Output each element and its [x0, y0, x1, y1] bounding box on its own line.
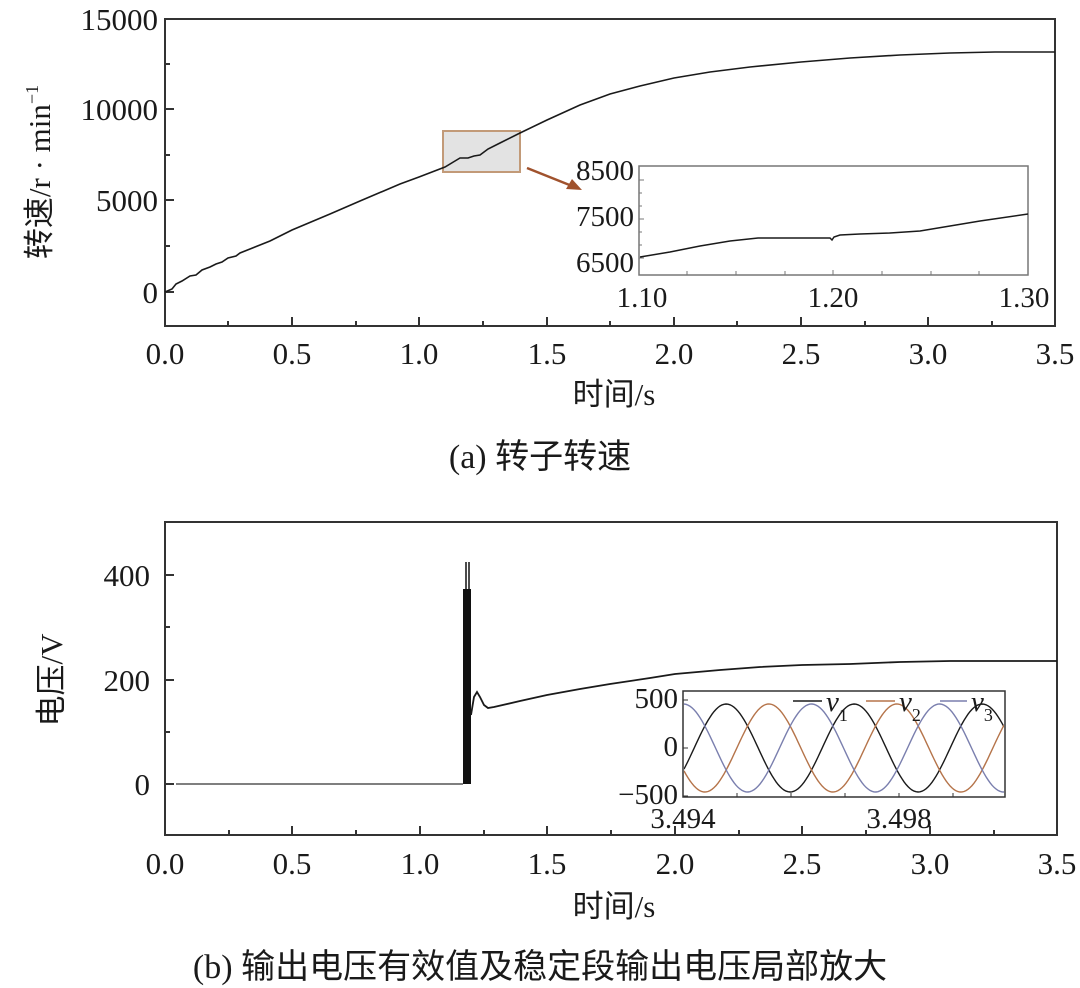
inset-x-tick-label: 1.10 — [617, 282, 668, 314]
x-tick-label: 2.0 — [655, 336, 694, 371]
chart-b-inset: 500 0 −500 3.494 3.498 v1 v2 v3 — [618, 683, 1006, 835]
chart-a-inset: 8500 7500 6500 1.10 1.20 1.30 — [576, 155, 1049, 314]
legend-v2-label: v2 — [899, 686, 921, 725]
x-tick-label: 1.5 — [528, 846, 567, 881]
x-tick-label: 0.5 — [273, 846, 312, 881]
chart-a-x-axis-label: 时间/s — [573, 377, 656, 412]
x-tick-label: 3.5 — [1036, 336, 1075, 371]
rotor-speed-zoom-curve — [639, 213, 1029, 258]
x-tick-label: 3.0 — [909, 336, 948, 371]
x-tick-label: 3.0 — [911, 846, 950, 881]
arrow-head-icon — [566, 179, 582, 190]
inset-y-tick-label: 8500 — [576, 155, 634, 187]
chart-b: 400 200 0 0.0 0.5 1.0 1.5 2.0 2.5 3.0 3.… — [34, 521, 1077, 986]
y-tick-label: 5000 — [96, 183, 158, 218]
chart-a-x-tick-labels: 0.0 0.5 1.0 1.5 2.0 2.5 3.0 3.5 — [146, 336, 1075, 371]
x-tick-label: 2.5 — [783, 846, 822, 881]
y-axis-label-text: 转速/r · min — [22, 104, 57, 259]
y-tick-label: 0 — [135, 767, 151, 802]
chart-b-y-ticks — [165, 574, 174, 785]
x-tick-label: 1.5 — [528, 336, 567, 371]
v1-waveform — [684, 703, 1004, 793]
zoom-arrow — [526, 166, 573, 188]
x-tick-label: 2.0 — [656, 846, 695, 881]
x-tick-label: 3.5 — [1038, 846, 1077, 881]
x-tick-label: 1.0 — [401, 846, 440, 881]
chart-a-x-ticks — [227, 317, 993, 326]
x-tick-label: 0.5 — [273, 336, 312, 371]
y-axis-label-text: 电压/V — [34, 633, 69, 727]
inset-x-tick-label: 1.20 — [808, 282, 859, 314]
inset-y-tick-label: 500 — [635, 683, 679, 715]
chart-b-x-ticks — [228, 826, 995, 835]
x-tick-label: 0.0 — [146, 846, 185, 881]
chart-a-y-ticks — [165, 18, 174, 293]
chart-b-x-tick-labels: 0.0 0.5 1.0 1.5 2.0 2.5 3.0 3.5 — [146, 846, 1077, 881]
chart-b-y-axis-label: 电压/V — [34, 633, 69, 727]
chart-b-x-axis-label: 时间/s — [573, 889, 656, 924]
inset-x-tick-label: 3.498 — [866, 803, 931, 835]
inset-y-tick-label: 7500 — [576, 201, 634, 233]
chart-a-y-tick-labels: 15000 10000 5000 0 — [81, 2, 159, 310]
inset-legend: v1 v2 v3 — [793, 686, 993, 725]
inset-frame — [638, 165, 1029, 276]
inset-y-tick-label: 6500 — [576, 247, 634, 279]
svg-text:转速/r · min−1: 转速/r · min−1 — [22, 85, 57, 259]
three-phase-waveforms — [684, 703, 1004, 793]
y-axis-label-superscript: −1 — [22, 85, 42, 104]
inset-y-tick-label: 0 — [664, 731, 679, 763]
chart-b-y-tick-labels: 400 200 0 — [104, 558, 151, 802]
rotor-speed-curve — [164, 51, 1055, 293]
inset-x-tick-label: 3.494 — [650, 803, 716, 835]
y-tick-label: 0 — [143, 275, 159, 310]
y-tick-label: 10000 — [81, 92, 159, 127]
legend-v1-label: v1 — [826, 686, 848, 725]
y-tick-label: 15000 — [81, 2, 159, 37]
v2-waveform — [684, 703, 1004, 793]
zoom-region-box — [442, 130, 521, 173]
voltage-rms-curve — [470, 660, 1057, 716]
chart-a: 15000 10000 5000 0 0.0 0.5 1.0 1.5 2.0 2… — [22, 2, 1074, 476]
v3-waveform — [684, 703, 1004, 793]
inset-x-tick-label: 1.30 — [999, 282, 1050, 314]
caption-b: (b) 输出电压有效值及稳定段输出电压局部放大 — [193, 948, 887, 986]
x-tick-label: 2.5 — [782, 336, 821, 371]
x-tick-label: 1.0 — [400, 336, 439, 371]
x-tick-label: 0.0 — [146, 336, 185, 371]
y-tick-label: 200 — [104, 663, 151, 698]
chart-a-y-axis-label: 转速/r · min−1 — [22, 85, 57, 259]
inset-y-tick-label: −500 — [618, 779, 678, 811]
legend-v3-label: v3 — [971, 686, 993, 725]
voltage-burst — [463, 589, 471, 784]
y-tick-label: 400 — [104, 558, 151, 593]
caption-a: (a) 转子转速 — [449, 438, 631, 476]
